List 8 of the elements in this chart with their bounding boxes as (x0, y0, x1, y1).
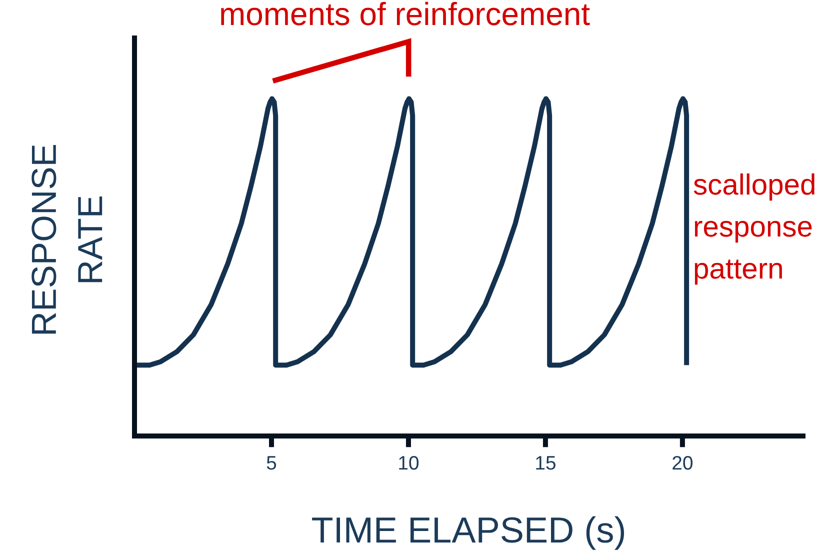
y-axis-title: RESPONSE RATE (32, 145, 102, 334)
x-tick-label: 20 (672, 456, 693, 470)
x-tick-label: 5 (266, 456, 276, 470)
annotation: scalloped response pattern (694, 173, 814, 285)
x-tick-label: 15 (536, 456, 556, 470)
text: moments of reinforcement (221, 2, 590, 26)
x-tick-label: 10 (399, 456, 419, 470)
x-axis-title: TIME ELAPSED (s) (312, 516, 624, 550)
